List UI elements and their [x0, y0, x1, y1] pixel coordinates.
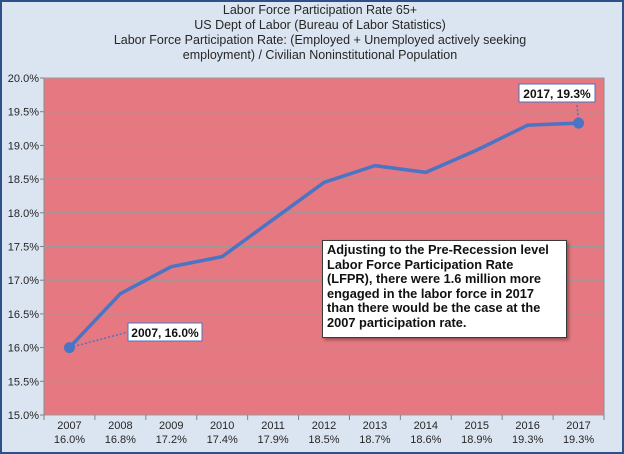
y-tick-label: 19.5%: [8, 107, 39, 119]
chart-title-block: Labor Force Participation Rate 65+ US De…: [40, 3, 600, 63]
x-value-label: 19.3%: [512, 434, 543, 446]
x-value-label: 16.8%: [105, 434, 136, 446]
callout-annotation: Adjusting to the Pre-Recession level Lab…: [322, 240, 567, 338]
y-tick-label: 17.5%: [8, 242, 39, 254]
chart-subtitle-line-2: Labor Force Participation Rate: (Employe…: [113, 33, 527, 47]
x-value-label: 19.3%: [563, 434, 594, 446]
end-marker: [573, 117, 585, 129]
start-label: 2007, 16.0%: [131, 326, 199, 340]
end-label-box: [518, 83, 596, 103]
chart-subtitle-line-3: employment) / Civilian Noninstitutional …: [182, 48, 458, 62]
start-marker: [63, 342, 75, 354]
y-tick-label: 20.0%: [8, 73, 39, 85]
y-tick-label: 17.0%: [8, 275, 39, 287]
y-tick-label: 15.0%: [8, 410, 39, 422]
x-tick-label: 2016: [515, 420, 539, 432]
x-tick-label: 2009: [159, 420, 183, 432]
y-tick-label: 18.5%: [8, 174, 39, 186]
y-tick-label: 16.0%: [8, 343, 39, 355]
end-label: 2017, 19.3%: [523, 87, 591, 101]
x-value-label: 16.0%: [54, 434, 85, 446]
series-line: [68, 121, 579, 349]
x-tick-label: 2015: [464, 420, 488, 432]
y-tick-label: 19.0%: [8, 140, 39, 152]
x-tick-label: 2007: [57, 420, 81, 432]
start-label-box: [127, 322, 203, 342]
x-value-label: 17.4%: [207, 434, 238, 446]
x-tick-label: 2012: [312, 420, 336, 432]
x-value-label: 18.7%: [359, 434, 390, 446]
y-tick-label: 15.5%: [8, 376, 39, 388]
x-tick-label: 2013: [363, 420, 387, 432]
y-tick-label: 18.0%: [8, 208, 39, 220]
x-tick-label: 2010: [210, 420, 234, 432]
x-value-label: 17.2%: [156, 434, 187, 446]
x-tick-label: 2017: [566, 420, 590, 432]
x-value-label: 18.9%: [461, 434, 492, 446]
chart-title: Labor Force Participation Rate 65+: [222, 3, 418, 17]
chart-subtitle-line-1: US Dept of Labor (Bureau of Labor Statis…: [194, 18, 446, 32]
x-tick-label: 2008: [108, 420, 132, 432]
x-value-label: 18.6%: [410, 434, 441, 446]
x-tick-label: 2011: [261, 420, 285, 432]
end-leader-line: [576, 104, 580, 124]
x-value-label: 17.9%: [257, 434, 288, 446]
x-value-label: 18.5%: [308, 434, 339, 446]
x-tick-label: 2014: [414, 420, 438, 432]
y-tick-label: 16.5%: [8, 309, 39, 321]
